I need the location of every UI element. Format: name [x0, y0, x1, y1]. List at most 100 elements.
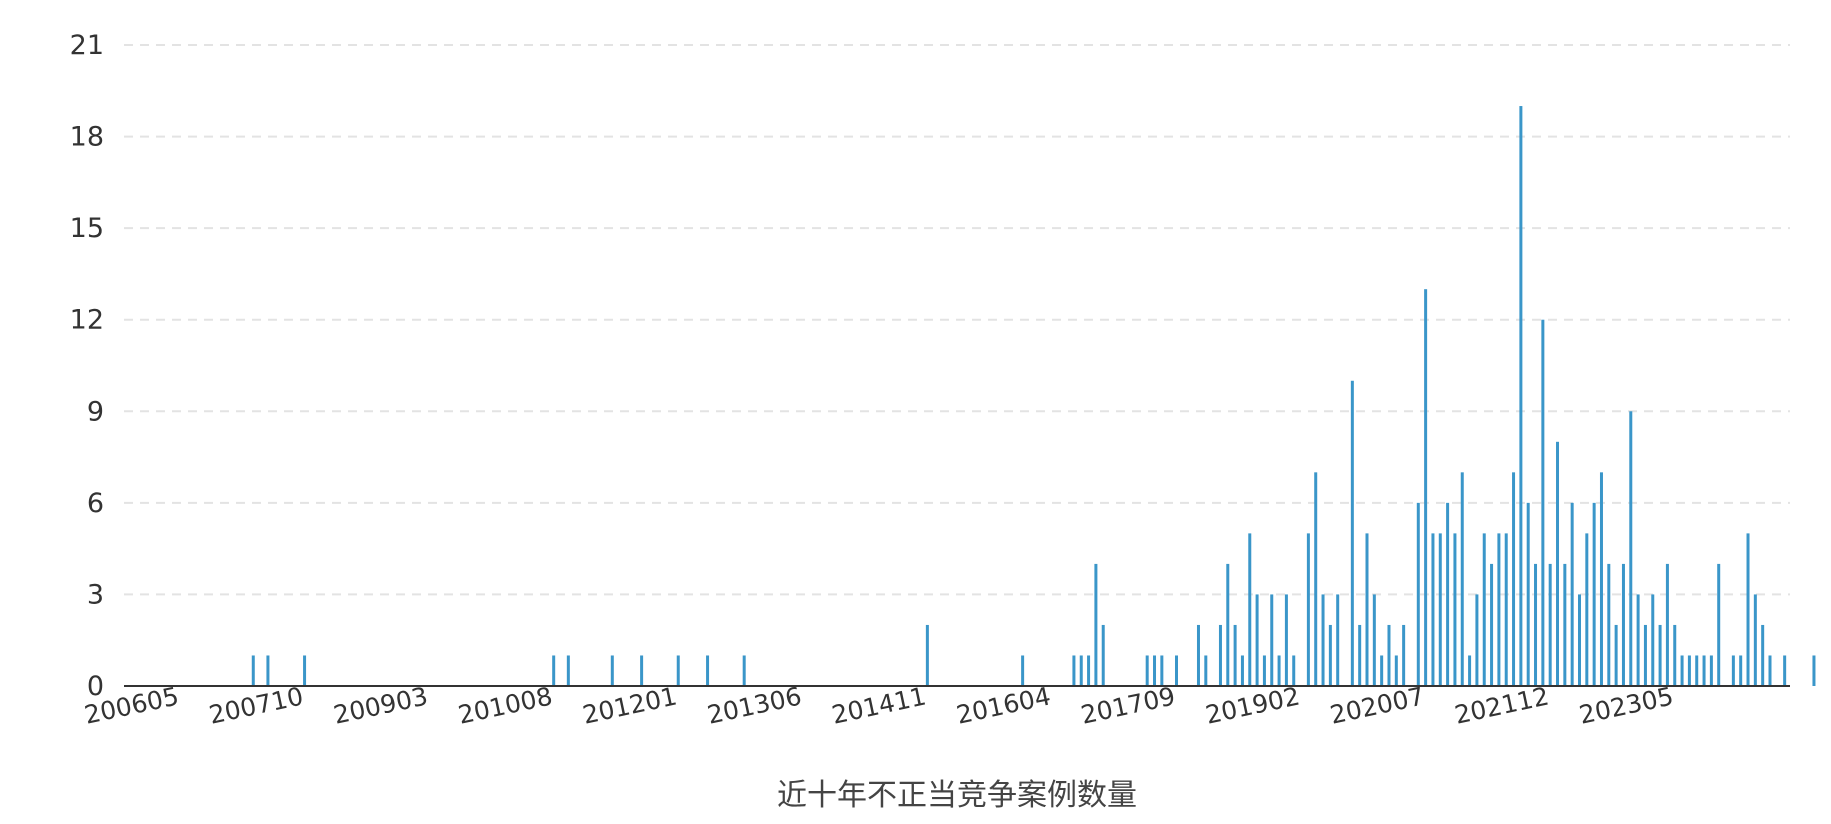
bar[interactable] [1153, 655, 1157, 686]
bar[interactable] [1482, 533, 1486, 686]
bar[interactable] [676, 655, 680, 686]
bar[interactable] [1079, 655, 1083, 686]
bar[interactable] [1350, 380, 1354, 686]
bar[interactable] [1262, 655, 1266, 686]
bar[interactable] [1497, 533, 1501, 686]
bar[interactable] [1519, 106, 1523, 687]
bar[interactable] [1380, 655, 1384, 686]
bar[interactable] [1570, 502, 1574, 686]
x-tick-label: 201201 [580, 682, 679, 730]
bar[interactable] [1592, 502, 1596, 686]
bar[interactable] [1336, 594, 1340, 686]
bar[interactable] [1673, 624, 1677, 686]
y-tick-label: 3 [87, 579, 104, 610]
bar[interactable] [1446, 502, 1450, 686]
bar[interactable] [610, 655, 614, 686]
bar[interactable] [1585, 533, 1589, 686]
bar[interactable] [1731, 655, 1735, 686]
bar[interactable] [1402, 624, 1406, 686]
bar[interactable] [1314, 472, 1318, 686]
bar[interactable] [1277, 655, 1281, 686]
bar[interactable] [1284, 594, 1288, 686]
bar[interactable] [1431, 533, 1435, 686]
bar[interactable] [552, 655, 556, 686]
bar[interactable] [1394, 655, 1398, 686]
bar[interactable] [1629, 411, 1633, 686]
bar[interactable] [1270, 594, 1274, 686]
y-tick-label: 12 [70, 305, 104, 336]
bar[interactable] [1541, 319, 1545, 686]
bar[interactable] [1658, 624, 1662, 686]
bar[interactable] [1160, 655, 1164, 686]
bar[interactable] [1599, 472, 1603, 686]
bar[interactable] [1812, 655, 1816, 686]
bar[interactable] [1490, 563, 1494, 686]
bar[interactable] [1460, 472, 1464, 686]
bar[interactable] [1753, 594, 1757, 686]
bar[interactable] [1709, 655, 1713, 686]
bar[interactable] [1226, 563, 1230, 686]
bar[interactable] [1607, 563, 1611, 686]
bar[interactable] [640, 655, 644, 686]
bar[interactable] [1101, 624, 1105, 686]
bar[interactable] [1717, 563, 1721, 686]
bar[interactable] [1534, 563, 1538, 686]
bar[interactable] [1687, 655, 1691, 686]
bar[interactable] [1094, 563, 1098, 686]
bar[interactable] [303, 655, 307, 686]
bar[interactable] [1548, 563, 1552, 686]
bar[interactable] [1196, 624, 1200, 686]
bar[interactable] [1372, 594, 1376, 686]
bar[interactable] [1087, 655, 1091, 686]
bar[interactable] [266, 655, 270, 686]
bar[interactable] [1233, 624, 1237, 686]
bar[interactable] [1204, 655, 1208, 686]
bar[interactable] [1174, 655, 1178, 686]
bar[interactable] [1504, 533, 1508, 686]
bar[interactable] [1761, 624, 1765, 686]
bar[interactable] [1614, 624, 1618, 686]
bar[interactable] [1145, 655, 1149, 686]
bar[interactable] [1387, 624, 1391, 686]
bar[interactable] [1358, 624, 1362, 686]
bar[interactable] [566, 655, 570, 686]
bar[interactable] [1218, 624, 1222, 686]
bar[interactable] [1563, 563, 1567, 686]
bar[interactable] [1321, 594, 1325, 686]
bar[interactable] [1512, 472, 1516, 686]
bar[interactable] [1255, 594, 1259, 686]
bar[interactable] [1702, 655, 1706, 686]
bar[interactable] [925, 624, 929, 686]
bar[interactable] [1695, 655, 1699, 686]
bar[interactable] [742, 655, 746, 686]
bar[interactable] [1665, 563, 1669, 686]
bar[interactable] [1643, 624, 1647, 686]
bar[interactable] [1783, 655, 1787, 686]
bar[interactable] [1651, 594, 1655, 686]
bar[interactable] [1526, 502, 1530, 686]
bar[interactable] [1306, 533, 1310, 686]
bar[interactable] [251, 655, 255, 686]
bar[interactable] [1453, 533, 1457, 686]
bar[interactable] [1021, 655, 1025, 686]
bar[interactable] [1556, 441, 1560, 686]
bar[interactable] [1468, 655, 1472, 686]
bar[interactable] [1248, 533, 1252, 686]
bar[interactable] [1424, 289, 1428, 686]
bar[interactable] [1577, 594, 1581, 686]
bar[interactable] [1292, 655, 1296, 686]
bar[interactable] [1680, 655, 1684, 686]
bar[interactable] [1739, 655, 1743, 686]
bar[interactable] [1072, 655, 1076, 686]
bar[interactable] [1416, 502, 1420, 686]
bar[interactable] [1365, 533, 1369, 686]
bar[interactable] [1768, 655, 1772, 686]
bar[interactable] [1746, 533, 1750, 686]
bar[interactable] [1475, 594, 1479, 686]
bar[interactable] [1438, 533, 1442, 686]
bar[interactable] [1240, 655, 1244, 686]
bar[interactable] [1621, 563, 1625, 686]
bar[interactable] [1636, 594, 1640, 686]
bar[interactable] [706, 655, 710, 686]
bar[interactable] [1328, 624, 1332, 686]
